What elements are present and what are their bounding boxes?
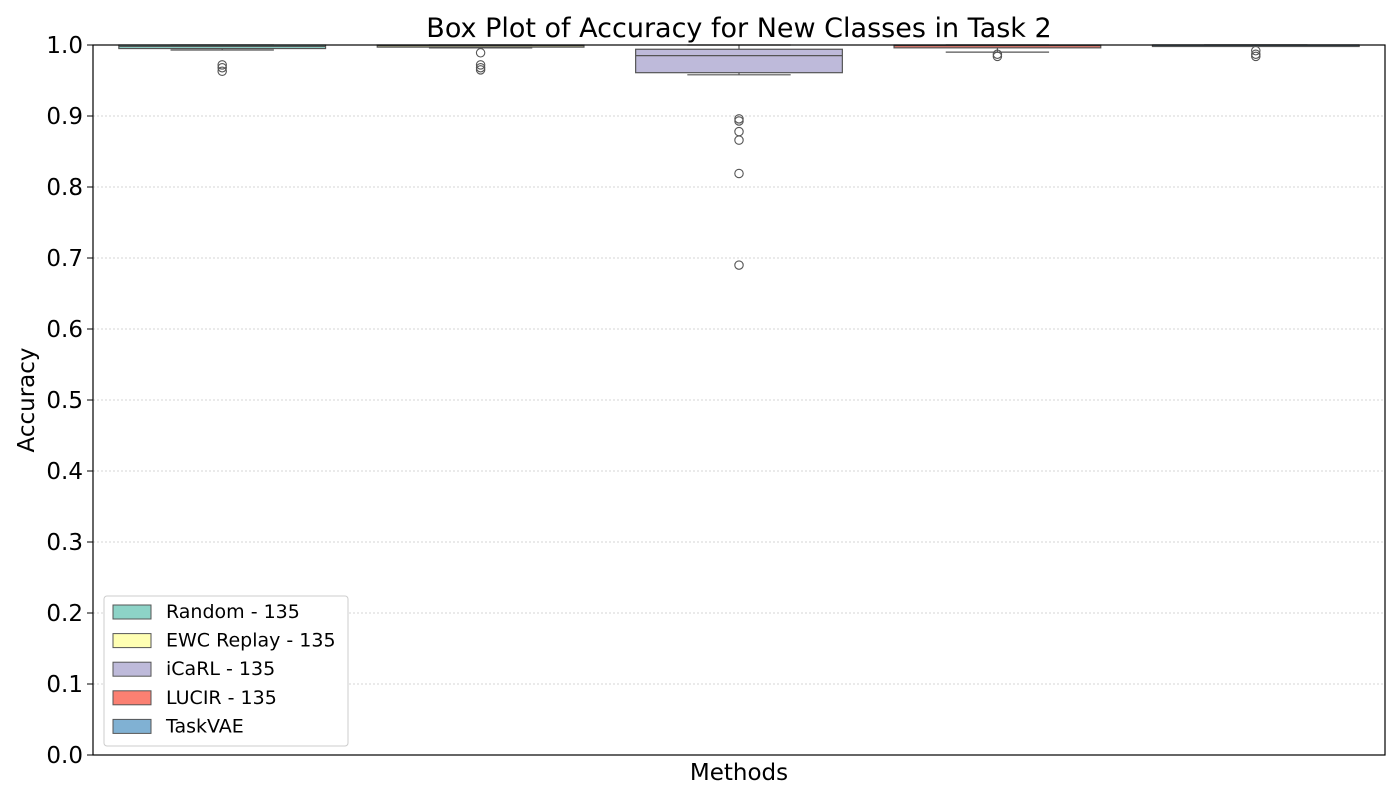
outlier-point bbox=[1251, 45, 1261, 56]
outlier-point bbox=[734, 168, 744, 179]
x-axis-label: Methods bbox=[690, 760, 788, 786]
legend-swatch bbox=[112, 633, 152, 649]
box-2 bbox=[635, 44, 843, 270]
box-0 bbox=[118, 44, 327, 77]
outlier-point bbox=[217, 60, 227, 70]
y-tick-label: 0.1 bbox=[46, 672, 83, 698]
y-tick-label: 0.5 bbox=[46, 388, 83, 414]
box-4 bbox=[1151, 44, 1360, 62]
gridlines bbox=[93, 115, 1385, 685]
outlier-point bbox=[734, 126, 744, 137]
outlier-point bbox=[475, 60, 486, 70]
y-axis-label: Accuracy bbox=[14, 347, 40, 452]
box-3 bbox=[893, 44, 1102, 62]
y-tick-label: 0.7 bbox=[46, 246, 83, 272]
legend-swatch bbox=[112, 661, 152, 677]
outlier-point bbox=[217, 62, 227, 73]
legend-label: TaskVAE bbox=[165, 715, 244, 737]
outlier-point bbox=[992, 51, 1003, 62]
y-tick-label: 0.0 bbox=[46, 743, 83, 769]
box-1 bbox=[376, 44, 585, 75]
boxes bbox=[118, 44, 1360, 270]
outlier-point bbox=[734, 116, 744, 126]
legend-swatch bbox=[112, 690, 152, 706]
y-tick-label: 0.9 bbox=[46, 104, 83, 130]
y-tick-label: 0.6 bbox=[46, 317, 83, 343]
outlier-point bbox=[1251, 51, 1261, 62]
outlier-point bbox=[734, 135, 744, 145]
y-tick-label: 0.3 bbox=[46, 530, 83, 556]
legend-box bbox=[103, 595, 349, 747]
legend-swatch bbox=[112, 604, 152, 620]
legend-label: LUCIR - 135 bbox=[166, 687, 277, 709]
outlier-point bbox=[475, 65, 486, 75]
y-tick-label: 0.4 bbox=[46, 459, 83, 485]
plot-frame bbox=[92, 44, 1386, 756]
legend-label: iCaRL - 135 bbox=[166, 658, 275, 680]
iqr-box bbox=[635, 48, 843, 74]
outlier-point bbox=[475, 48, 486, 58]
chart-title: Box Plot of Accuracy for New Classes in … bbox=[426, 13, 1051, 44]
y-axis-ticks: 0.0 0.1 0.2 0.3 0.4 0.5 0.6 0.7 0.8 0.9 1.0 bbox=[46, 33, 93, 769]
outlier-point bbox=[734, 260, 744, 270]
y-tick-label: 1.0 bbox=[46, 33, 83, 59]
y-tick-label: 0.2 bbox=[46, 601, 83, 627]
outlier-point bbox=[217, 66, 227, 77]
legend-label: EWC Replay - 135 bbox=[166, 630, 336, 652]
legend-label: Random - 135 bbox=[166, 601, 300, 623]
y-tick-label: 0.8 bbox=[46, 175, 83, 201]
legend: Random - 135 EWC Replay - 135 iCaRL - 135 L… bbox=[103, 595, 349, 747]
legend-swatch bbox=[112, 718, 152, 734]
